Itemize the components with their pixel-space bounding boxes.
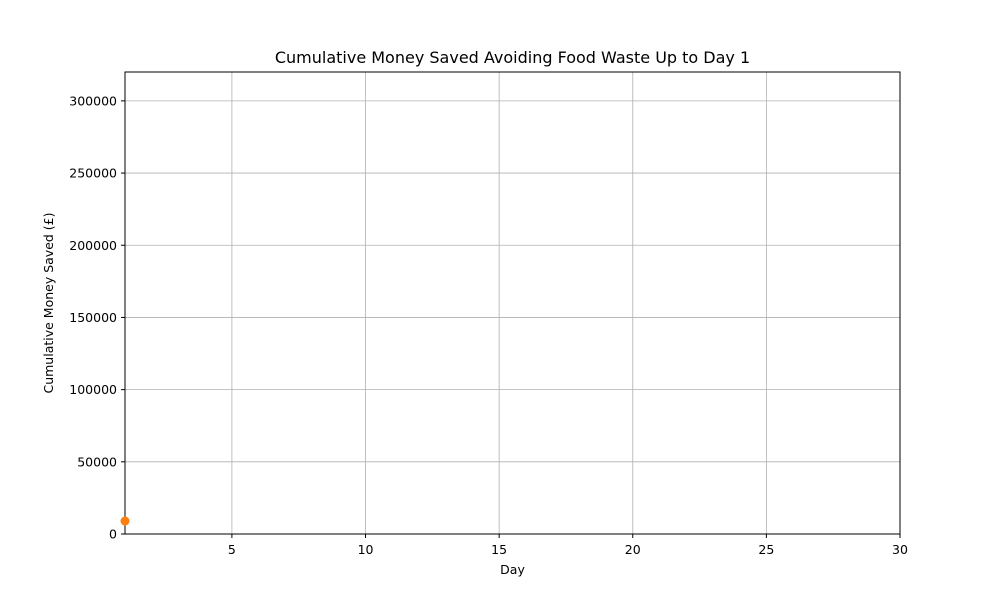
y-tick-label: 0 <box>109 527 117 542</box>
x-tick-label: 10 <box>358 542 374 557</box>
y-tick-label: 200000 <box>69 238 117 253</box>
x-tick-label: 5 <box>228 542 236 557</box>
y-tick-label: 300000 <box>69 93 117 108</box>
y-tick-label: 100000 <box>69 382 117 397</box>
x-tick-label: 30 <box>892 542 908 557</box>
y-tick-label: 50000 <box>77 454 117 469</box>
data-point <box>120 516 130 526</box>
plot-frame <box>124 71 901 535</box>
x-tick-label: 25 <box>758 542 774 557</box>
x-tick-label: 15 <box>491 542 507 557</box>
y-axis-label: Cumulative Money Saved (£) <box>41 212 56 393</box>
axis-ticks: 5 10 15 20 25 30 0 50000 100000 150000 200000 25000… <box>69 93 908 557</box>
data-points <box>120 516 130 526</box>
x-axis-label: Day <box>500 562 525 577</box>
y-tick-label: 250000 <box>69 166 117 181</box>
chart-title: Cumulative Money Saved Avoiding Food Was… <box>275 48 750 67</box>
x-tick-label: 20 <box>625 542 641 557</box>
y-tick-label: 150000 <box>69 310 117 325</box>
